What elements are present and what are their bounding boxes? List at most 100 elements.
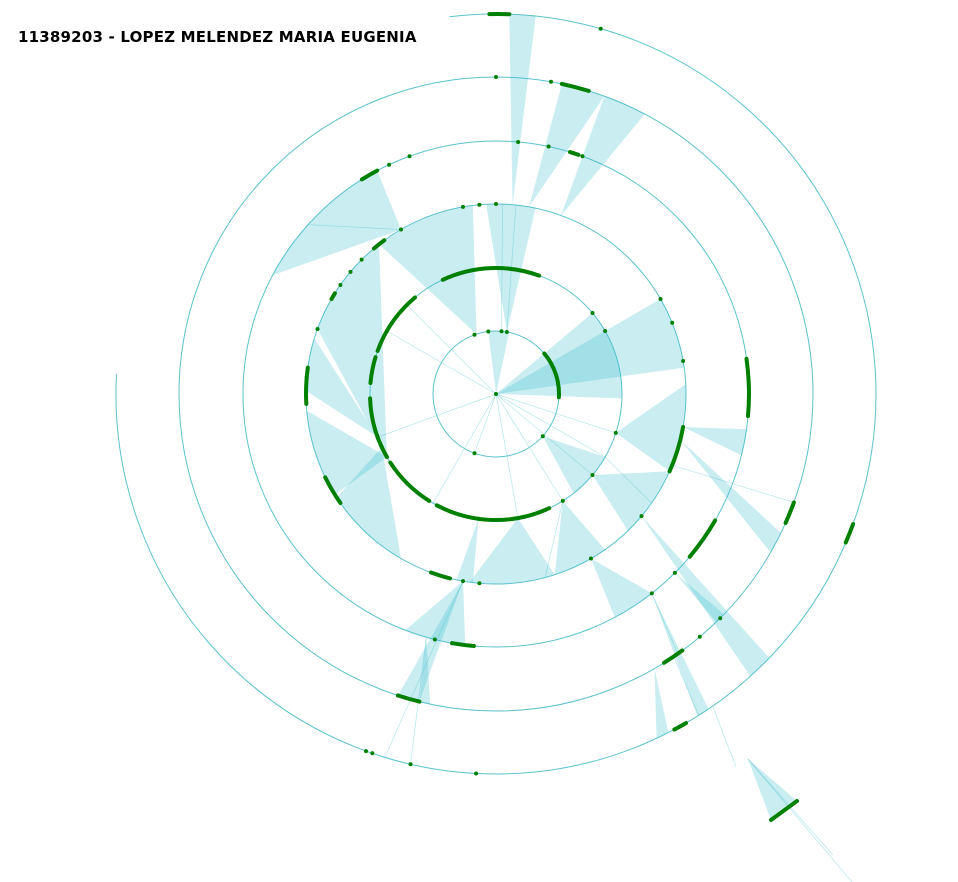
- tree-edge: [384, 580, 464, 758]
- leaf-cluster: [769, 799, 799, 822]
- tree-node: [400, 307, 405, 312]
- tree-nodes: [304, 26, 723, 776]
- edge-fan: [554, 500, 605, 575]
- leaf-cluster: [304, 365, 310, 406]
- tree-node: [315, 327, 320, 331]
- tree-node: [417, 699, 422, 704]
- tree-edge: [672, 464, 795, 503]
- leaf-cluster: [744, 356, 751, 419]
- tree-node: [658, 297, 663, 301]
- edge-fan: [748, 759, 797, 820]
- tree-node: [560, 498, 565, 503]
- tree-node: [580, 154, 585, 159]
- tree-node: [494, 202, 498, 206]
- tree-node: [672, 570, 677, 575]
- edge-fan: [419, 637, 431, 705]
- tree-node: [375, 435, 380, 440]
- leaf-cluster: [434, 503, 552, 523]
- tree-edge: [474, 393, 497, 454]
- edge-fan: [683, 427, 747, 456]
- edge-fan: [641, 516, 770, 677]
- leaf-clusters: [304, 12, 856, 822]
- tree-node: [589, 556, 593, 561]
- tree-node: [598, 26, 603, 31]
- tree-node: [461, 204, 465, 209]
- edge-fan: [306, 410, 387, 495]
- tree-node: [384, 329, 389, 333]
- leaf-cluster: [667, 425, 686, 474]
- tree-edge: [673, 656, 700, 717]
- leaf-cluster: [783, 500, 796, 525]
- tree-edge: [495, 393, 519, 519]
- tree-edge: [386, 330, 497, 395]
- leaf-cluster: [542, 351, 561, 400]
- diagram-title: 11389203 - LOPEZ MELENDEZ MARIA EUGENIA: [18, 28, 417, 46]
- tree-node: [681, 359, 686, 363]
- tree-node: [384, 455, 389, 459]
- leaf-cluster: [672, 721, 688, 732]
- edge-fan: [469, 518, 555, 585]
- edge-fan: [496, 313, 622, 399]
- tree-node: [504, 330, 509, 334]
- tree-edge: [495, 393, 593, 476]
- depth-ring: [115, 13, 877, 775]
- tree-node: [540, 434, 545, 439]
- leaf-cluster: [375, 295, 417, 353]
- tree-node: [687, 554, 692, 559]
- leaf-cluster: [843, 522, 856, 545]
- tree-node: [370, 751, 375, 756]
- leaf-cluster: [568, 150, 581, 157]
- tree-node: [387, 162, 392, 167]
- edge-fan: [592, 471, 670, 531]
- tree-node: [396, 693, 400, 698]
- edge-fan: [496, 299, 685, 394]
- edge-fan: [272, 170, 401, 276]
- edge-fan: [561, 96, 645, 216]
- tree-node: [670, 320, 675, 325]
- tree-node: [549, 79, 553, 84]
- edge-fan: [615, 384, 686, 472]
- tree-node: [474, 771, 479, 776]
- leaf-cluster: [388, 460, 432, 503]
- edge-fan: [654, 668, 669, 739]
- tree-node: [338, 283, 343, 287]
- tree-node: [590, 473, 595, 477]
- tree-node: [477, 581, 482, 586]
- tree-node: [304, 375, 309, 380]
- tree-node: [477, 202, 482, 207]
- tree-node: [486, 329, 491, 334]
- tree-node: [590, 311, 595, 315]
- tree-node: [450, 641, 455, 646]
- tree-node: [697, 634, 702, 639]
- tree-edge: [604, 456, 652, 504]
- tree-node: [432, 637, 437, 642]
- tree-node: [494, 75, 498, 79]
- tree-edge: [712, 706, 737, 768]
- edge-fan: [509, 14, 536, 205]
- leaf-cluster: [559, 81, 591, 93]
- edge-fan: [456, 518, 479, 583]
- tree-edge: [747, 758, 853, 882]
- leaf-cluster: [450, 641, 476, 648]
- edge-fan: [529, 83, 605, 207]
- tree-edge: [432, 393, 497, 504]
- leaf-cluster: [368, 355, 378, 385]
- tree-edge: [406, 304, 497, 395]
- tree-node: [461, 579, 465, 584]
- tree-node: [348, 269, 353, 274]
- tree-node: [399, 227, 403, 232]
- leaf-cluster: [429, 570, 452, 581]
- tree-edge: [651, 593, 679, 654]
- tree-edge: [307, 224, 402, 230]
- tree-edge: [495, 393, 564, 502]
- tree-edge: [544, 500, 564, 578]
- edge-fan: [651, 593, 709, 717]
- tree-node: [408, 762, 413, 767]
- tree-node: [649, 591, 654, 596]
- tree-node: [494, 392, 498, 396]
- tree-node: [364, 749, 368, 754]
- tree-node: [472, 451, 477, 456]
- leaf-cluster: [368, 396, 389, 459]
- tree-node: [603, 329, 608, 333]
